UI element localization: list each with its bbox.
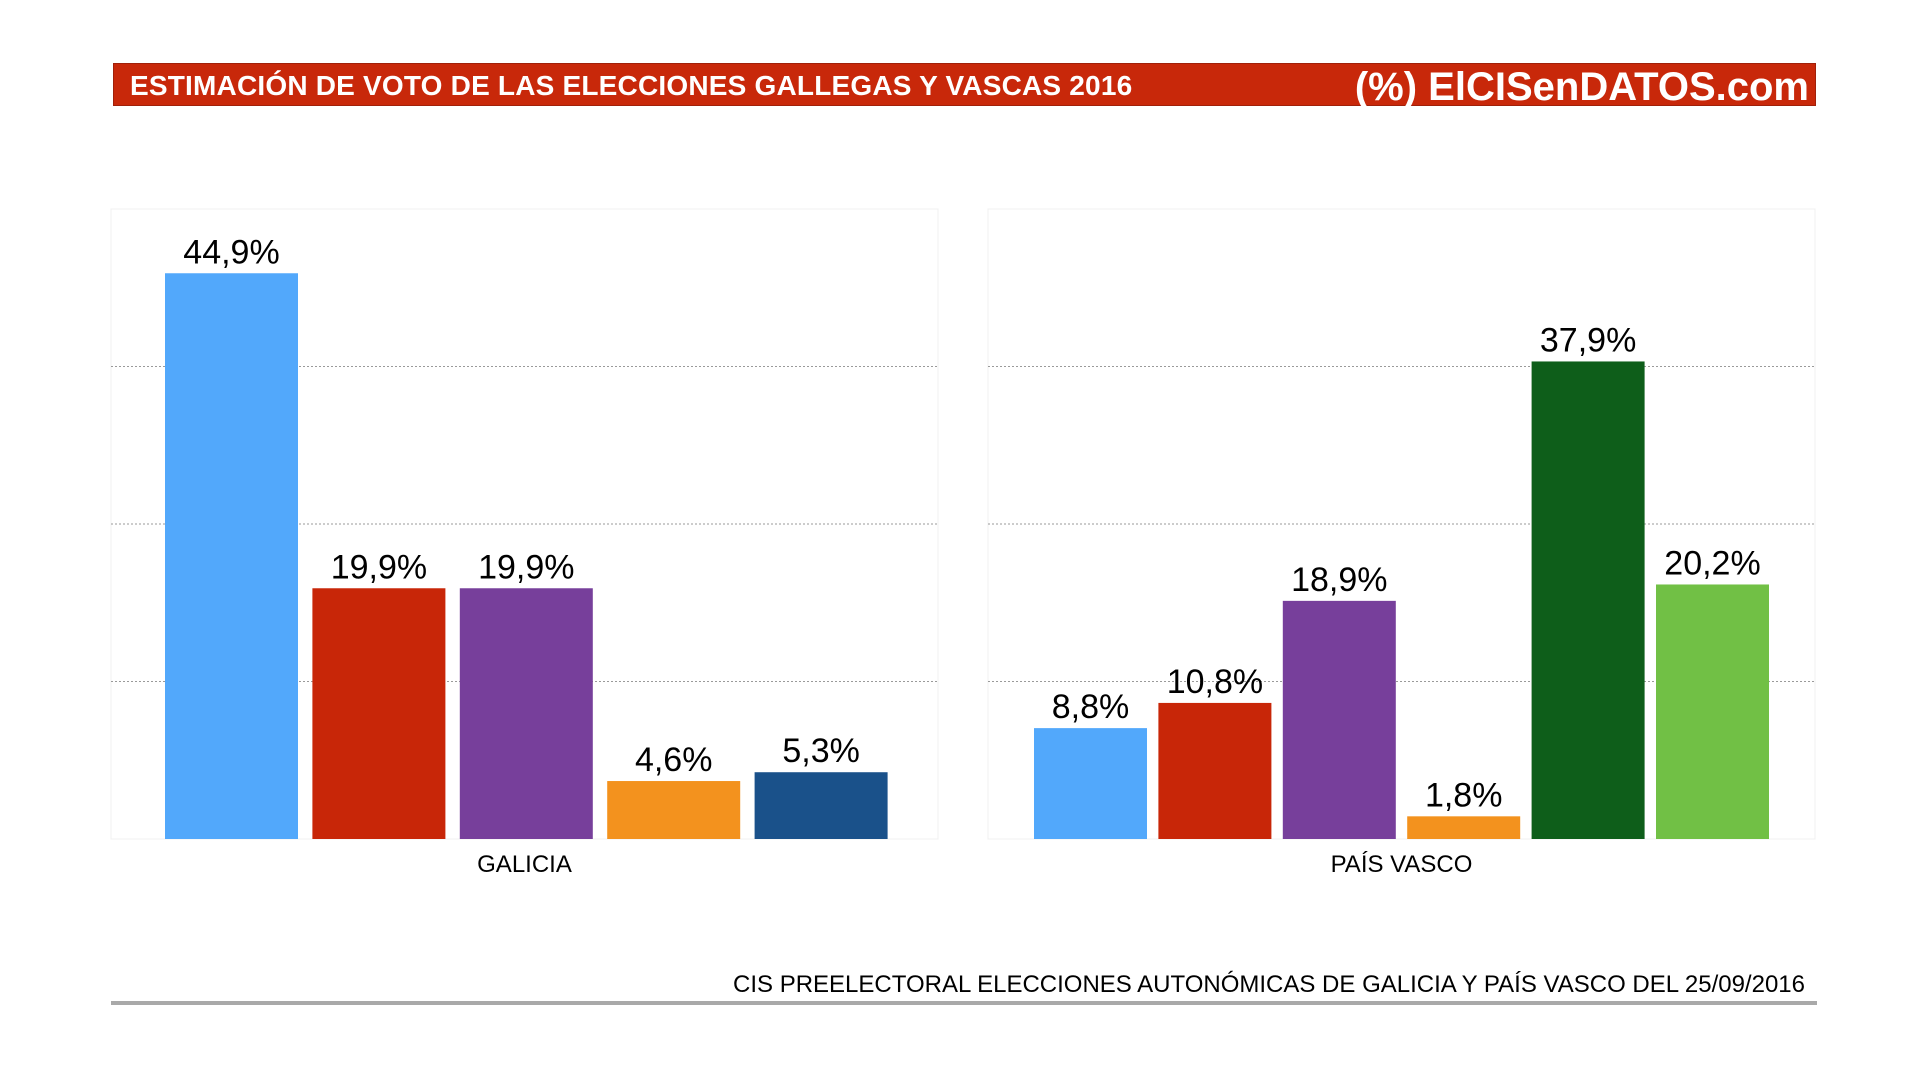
category-label: GALICIA — [477, 851, 572, 878]
header-banner: ESTIMACIÓN DE VOTO DE LAS ELECCIONES GAL… — [113, 63, 1816, 109]
bar-value-label: 4,6% — [635, 741, 713, 779]
bar — [1034, 728, 1147, 839]
bar — [1656, 584, 1769, 839]
bar — [459, 588, 593, 839]
bar-value-label: 19,9% — [331, 548, 427, 586]
pais-vasco-panel: 8,8% 10,8% 18,9% 1,8% 37,9% 20,2% PAÍS VASCO — [987, 208, 1816, 878]
bar — [312, 588, 446, 839]
bar-value-label: 5,3% — [782, 732, 860, 770]
bar — [1407, 816, 1521, 839]
bar-value-label: 37,9% — [1540, 321, 1636, 359]
bar — [754, 772, 888, 839]
bar — [165, 273, 298, 839]
galicia-panel: 44,9% 19,9% 19,9% 4,6% 5,3% GALICIA — [110, 208, 939, 878]
bar — [1531, 361, 1645, 839]
bar-value-label: 44,9% — [183, 233, 279, 271]
chart-title: ESTIMACIÓN DE VOTO DE LAS ELECCIONES GAL… — [130, 70, 1133, 101]
footer-divider — [111, 1001, 1817, 1005]
site-brand: (%) ElCISenDATOS.com — [1354, 65, 1809, 109]
bar-value-label: 19,9% — [478, 548, 574, 586]
bar — [1282, 600, 1396, 839]
category-label: PAÍS VASCO — [1331, 851, 1473, 878]
bar-value-label: 10,8% — [1167, 663, 1263, 701]
bar-value-label: 18,9% — [1291, 561, 1387, 599]
bar — [1158, 702, 1272, 839]
bar-value-label: 8,8% — [1052, 688, 1130, 726]
bar — [607, 781, 741, 839]
bar-value-label: 20,2% — [1664, 544, 1760, 582]
bar-value-label: 1,8% — [1425, 776, 1503, 814]
source-note: CIS PREELECTORAL ELECCIONES AUTONÓMICAS … — [733, 971, 1805, 998]
